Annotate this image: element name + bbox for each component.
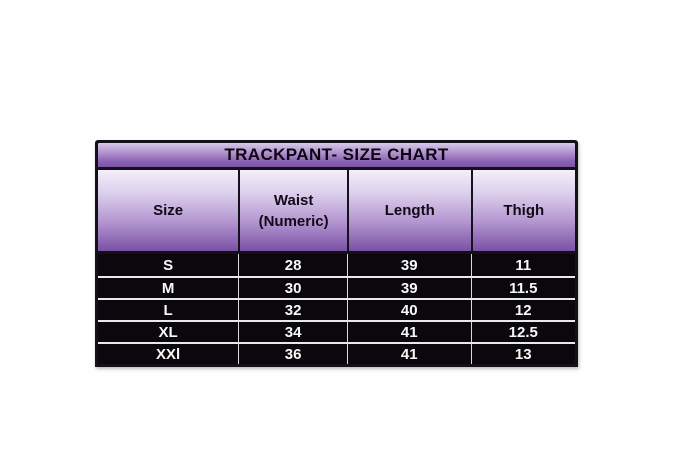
header-label-length: Length: [384, 202, 435, 219]
length-cell: 39: [346, 254, 471, 276]
chart-title-banner: TRACKPANT- SIZE CHART: [98, 143, 575, 170]
thigh-cell: 13: [470, 344, 575, 364]
size-cell: XL: [158, 323, 178, 341]
header-label-size: Size: [153, 202, 184, 219]
size-cell: XXl: [156, 345, 181, 363]
length-cell: 41: [346, 344, 471, 364]
length-cell: 41: [346, 322, 471, 342]
thigh-cell: 11: [470, 254, 575, 276]
header-cell-waist: Waist (Numeric): [238, 170, 347, 251]
waist-cell: 30: [238, 278, 347, 298]
table-row-s: S 28 39 11: [98, 254, 575, 276]
size-cell: M: [161, 279, 175, 297]
thigh-cell: 12.5: [470, 322, 575, 342]
header-label-thigh: Thigh: [503, 202, 545, 219]
header-cell-thigh: Thigh: [470, 170, 575, 251]
size-cell: S: [163, 256, 174, 274]
header-label-waist-line1: Waist: [273, 191, 314, 209]
table-row-l: L 32 40 12: [98, 298, 575, 320]
header-label-waist-line2: (Numeric): [258, 212, 329, 230]
table-row-xl: XL 34 41 12.5: [98, 320, 575, 342]
table-row-m: M 30 39 11.5: [98, 276, 575, 298]
thigh-cell: 12: [470, 300, 575, 320]
header-cell-length: Length: [346, 170, 471, 251]
waist-cell: 36: [238, 344, 347, 364]
waist-cell: 32: [238, 300, 347, 320]
thigh-cell: 11.5: [470, 278, 575, 298]
length-cell: 39: [346, 278, 471, 298]
header-cell-size: Size: [98, 170, 238, 251]
waist-cell: 28: [238, 254, 347, 276]
size-cell: L: [163, 301, 173, 319]
trackpant-size-chart-table: TRACKPANT- SIZE CHART Size Waist (Numeri…: [95, 140, 578, 367]
chart-title: TRACKPANT- SIZE CHART: [224, 145, 449, 164]
table-body: S 28 39 11 M 30 39 11.5 L 32 40 12 XL 34…: [98, 254, 575, 364]
length-cell: 40: [346, 300, 471, 320]
table-header-row: Size Waist (Numeric) Length Thigh: [98, 170, 575, 254]
table-row-xxl: XXl 36 41 13: [98, 342, 575, 364]
waist-cell: 34: [238, 322, 347, 342]
